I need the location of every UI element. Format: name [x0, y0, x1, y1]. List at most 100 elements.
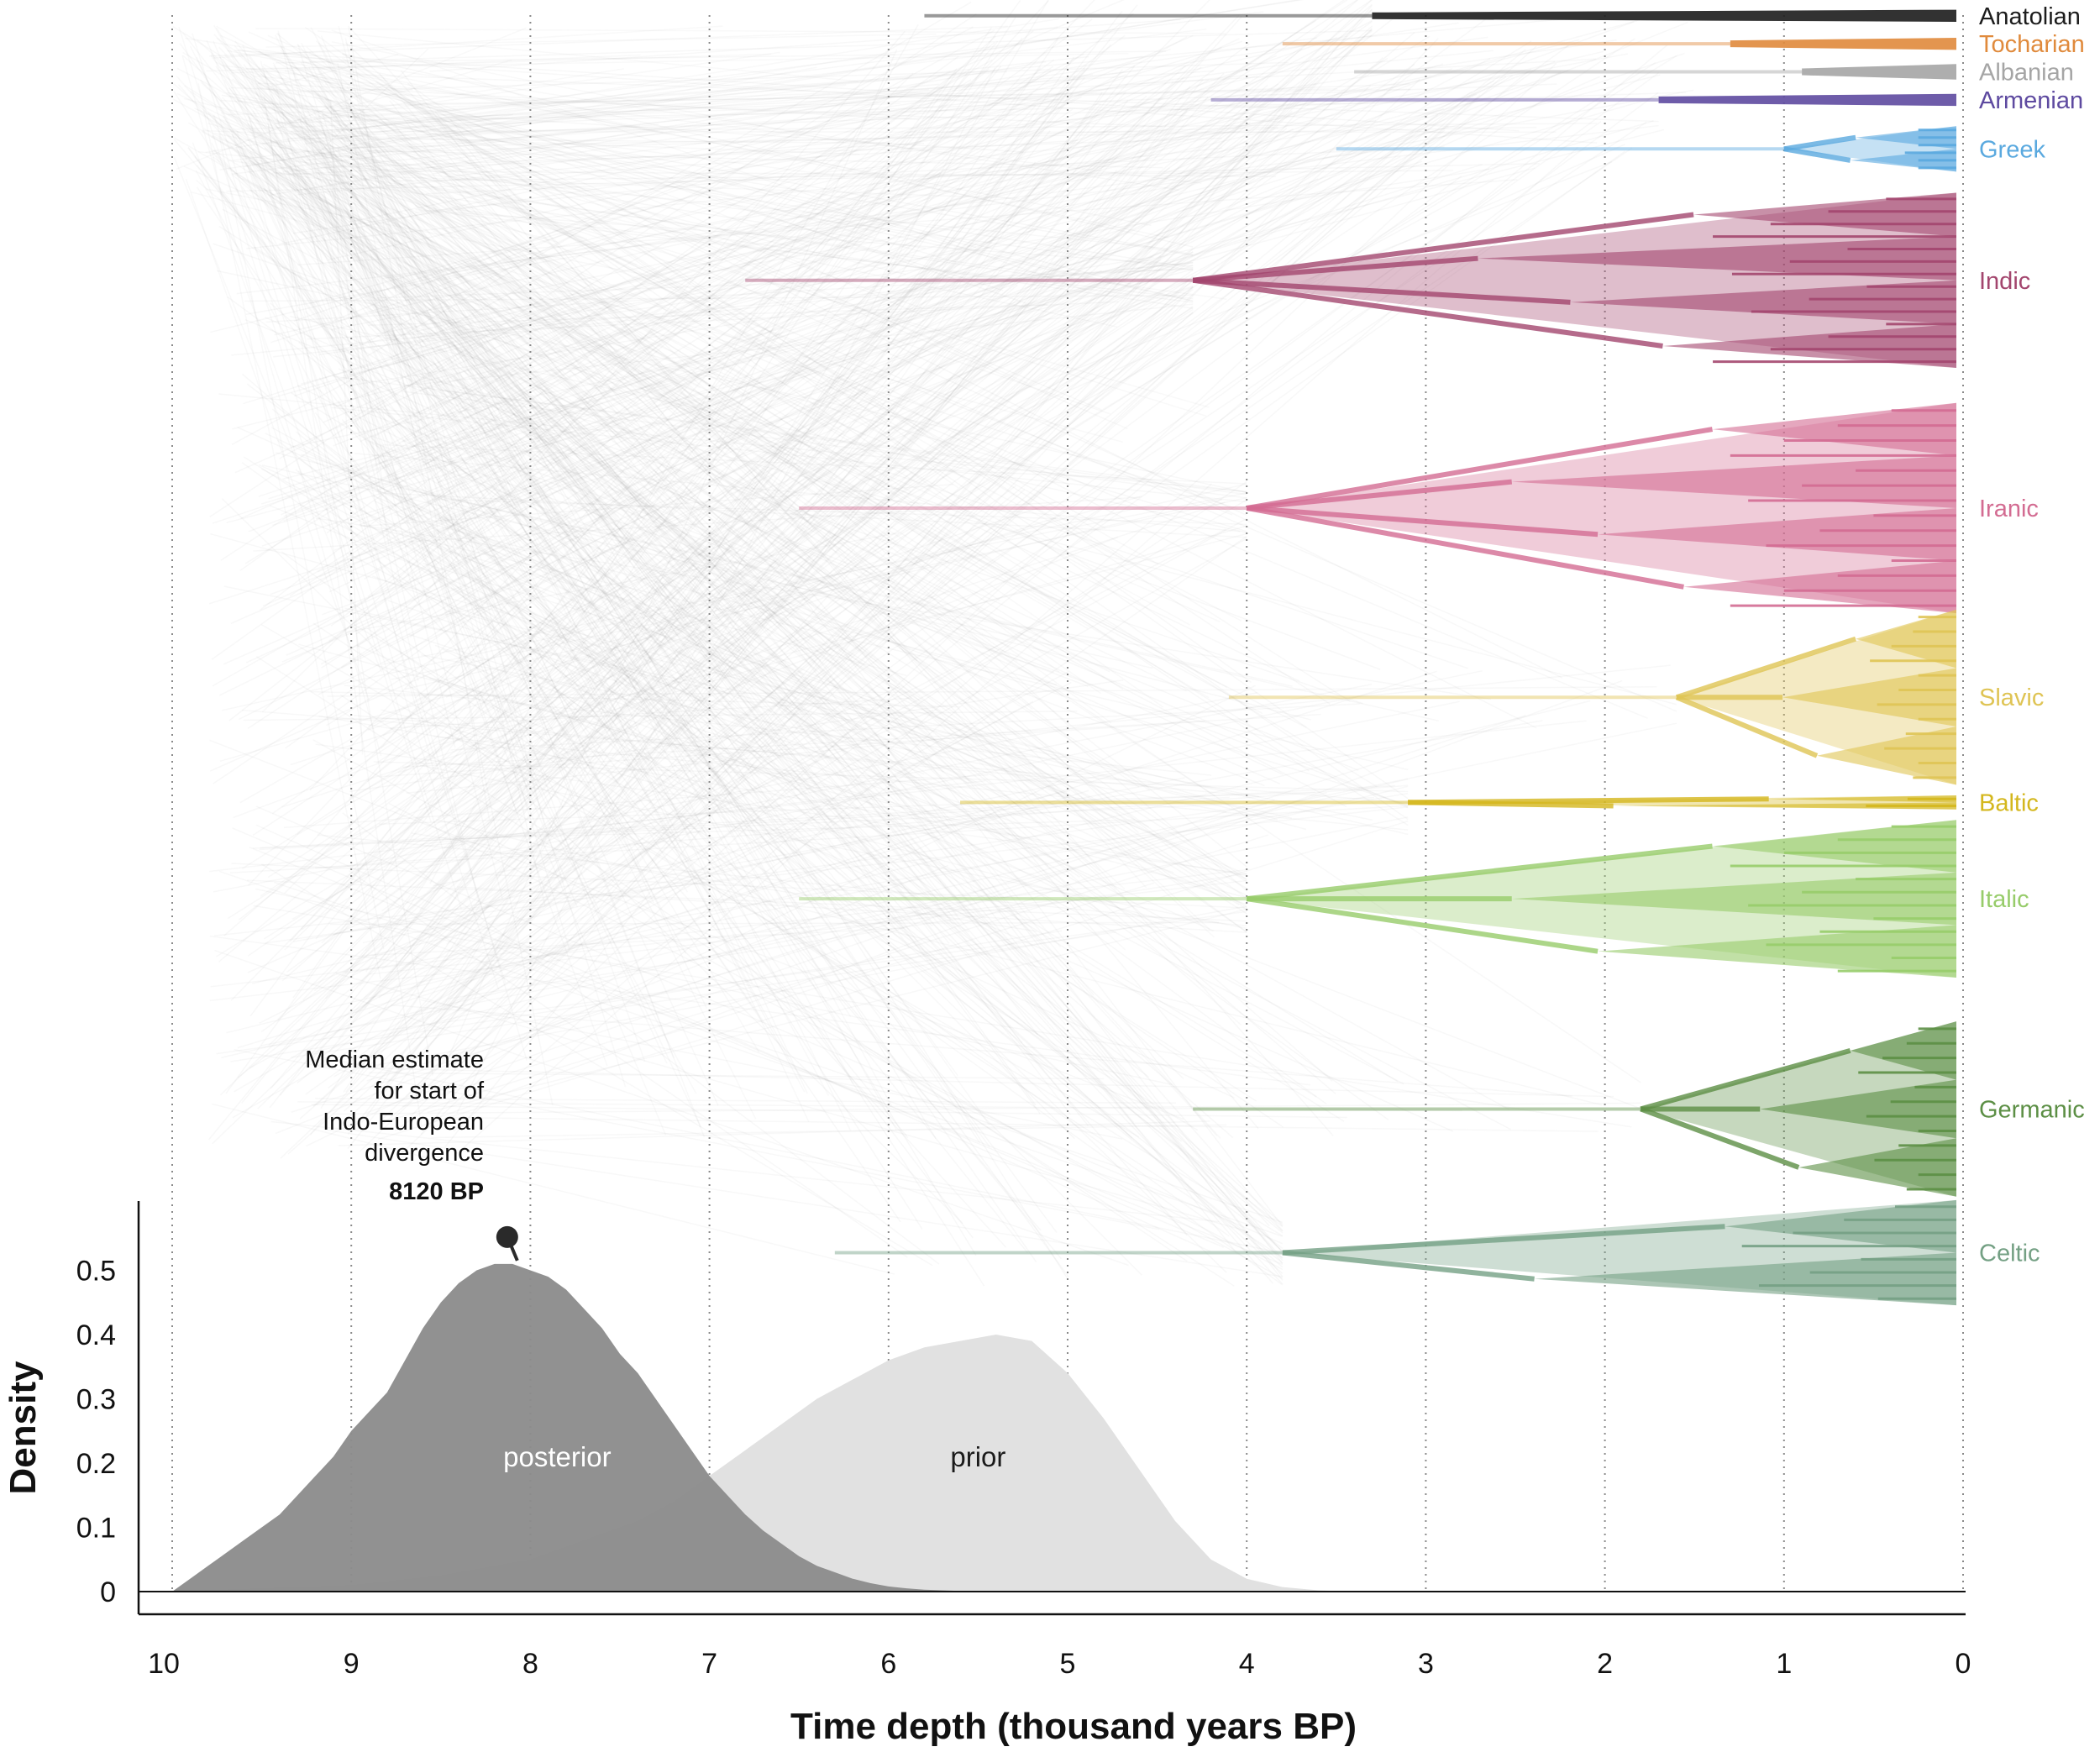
haze-line	[222, 65, 1202, 184]
haze-line	[395, 303, 1247, 933]
haze-line	[213, 692, 1257, 893]
haze-line	[333, 1102, 1641, 1115]
haze-line	[379, 75, 1076, 1087]
haze-line	[400, 70, 1284, 1227]
haze-line	[429, 18, 1181, 72]
haze-line	[213, 806, 1409, 936]
haze-line	[358, 65, 1186, 790]
haze-line	[231, 87, 1163, 128]
haze-line	[312, 166, 356, 278]
haze-line	[417, 273, 1284, 1262]
haze-line	[337, 50, 1604, 351]
haze-line	[222, 116, 1069, 1278]
x-tick-7: 7	[701, 1648, 717, 1680]
haze-line	[414, 286, 1194, 1092]
haze-line	[292, 720, 1543, 942]
haze-line	[401, 62, 1557, 1154]
x-tick-10: 10	[148, 1648, 180, 1680]
haze-line	[455, 349, 937, 1140]
haze-line	[209, 144, 1625, 772]
haze-line	[261, 464, 1153, 669]
label-tocharian: Tocharian	[1979, 31, 2085, 58]
haze-line	[372, 495, 924, 724]
haze-line	[312, 311, 1194, 1107]
clade-anatolian	[924, 9, 1956, 22]
haze-line	[234, 45, 950, 944]
haze-line	[450, 703, 1361, 751]
haze-line	[234, 1048, 1160, 1230]
haze-line	[326, 35, 1431, 727]
annotation-value: 8120 BP	[389, 1178, 484, 1205]
haze-line	[412, 374, 1677, 706]
haze-line	[444, 732, 1235, 1099]
haze-line	[240, 160, 1024, 817]
haze-line	[408, 168, 1490, 340]
haze-line	[260, 114, 454, 407]
haze-line	[230, 0, 1210, 1001]
haze-line	[372, 136, 1537, 729]
haze-line	[242, 177, 1170, 658]
haze-line	[195, 179, 1082, 909]
haze-line	[213, 243, 1468, 669]
haze-line	[237, 426, 1044, 790]
haze-line	[365, 27, 993, 973]
haze-line	[270, 54, 399, 87]
haze-line	[429, 269, 1194, 804]
haze-line	[315, 78, 607, 392]
haze-line	[223, 79, 628, 685]
haze-line	[276, 68, 624, 124]
haze-line	[223, 149, 1118, 936]
haze-line	[290, 315, 1247, 533]
haze-line	[318, 116, 428, 430]
haze-line	[389, 80, 1495, 648]
haze-line	[387, 472, 1247, 880]
haze-line	[212, 29, 1373, 1145]
haze-line	[380, 40, 999, 749]
haze-line	[219, 0, 1305, 170]
haze-line	[255, 805, 1284, 1245]
haze-line	[325, 175, 675, 1059]
haze-line	[173, 157, 382, 673]
haze-line	[434, 111, 1334, 1136]
haze-line	[338, 126, 1537, 149]
haze-line	[220, 0, 1373, 1096]
haze-line	[196, 186, 764, 1024]
haze-line	[291, 305, 963, 448]
haze-line	[263, 187, 1063, 697]
haze-line	[394, 514, 1058, 686]
haze-line	[260, 41, 995, 611]
haze-line	[310, 92, 1064, 304]
haze-line	[326, 108, 848, 207]
haze-line	[386, 722, 1677, 990]
sub-clade-wedge	[1478, 236, 1956, 281]
haze-line	[267, 125, 433, 1076]
haze-line	[444, 47, 1331, 1148]
haze-line	[361, 149, 1163, 169]
haze-line	[277, 30, 456, 748]
haze-line	[213, 40, 578, 908]
haze-line	[394, 535, 1247, 1132]
haze-line	[264, 61, 1656, 940]
haze-line	[280, 146, 1194, 271]
haze-line	[271, 63, 1444, 399]
haze-line	[386, 492, 1247, 538]
haze-line	[449, 119, 1034, 804]
haze-line	[377, 268, 1194, 299]
haze-line	[266, 118, 1247, 910]
haze-line	[320, 35, 522, 521]
haze-line	[247, 0, 1358, 729]
haze-line	[449, 550, 907, 677]
haze-line	[325, 137, 1378, 788]
haze-line	[374, 53, 1084, 438]
haze-line	[212, 134, 1071, 486]
haze-line	[236, 131, 507, 984]
sub-clade-wedge	[1712, 402, 1956, 456]
haze-line	[456, 886, 1247, 933]
haze-line	[255, 91, 538, 333]
haze-line	[227, 84, 847, 162]
haze-line	[260, 91, 1473, 897]
haze-line	[320, 57, 1491, 665]
haze-line	[344, 125, 640, 142]
haze-line	[314, 784, 1409, 869]
